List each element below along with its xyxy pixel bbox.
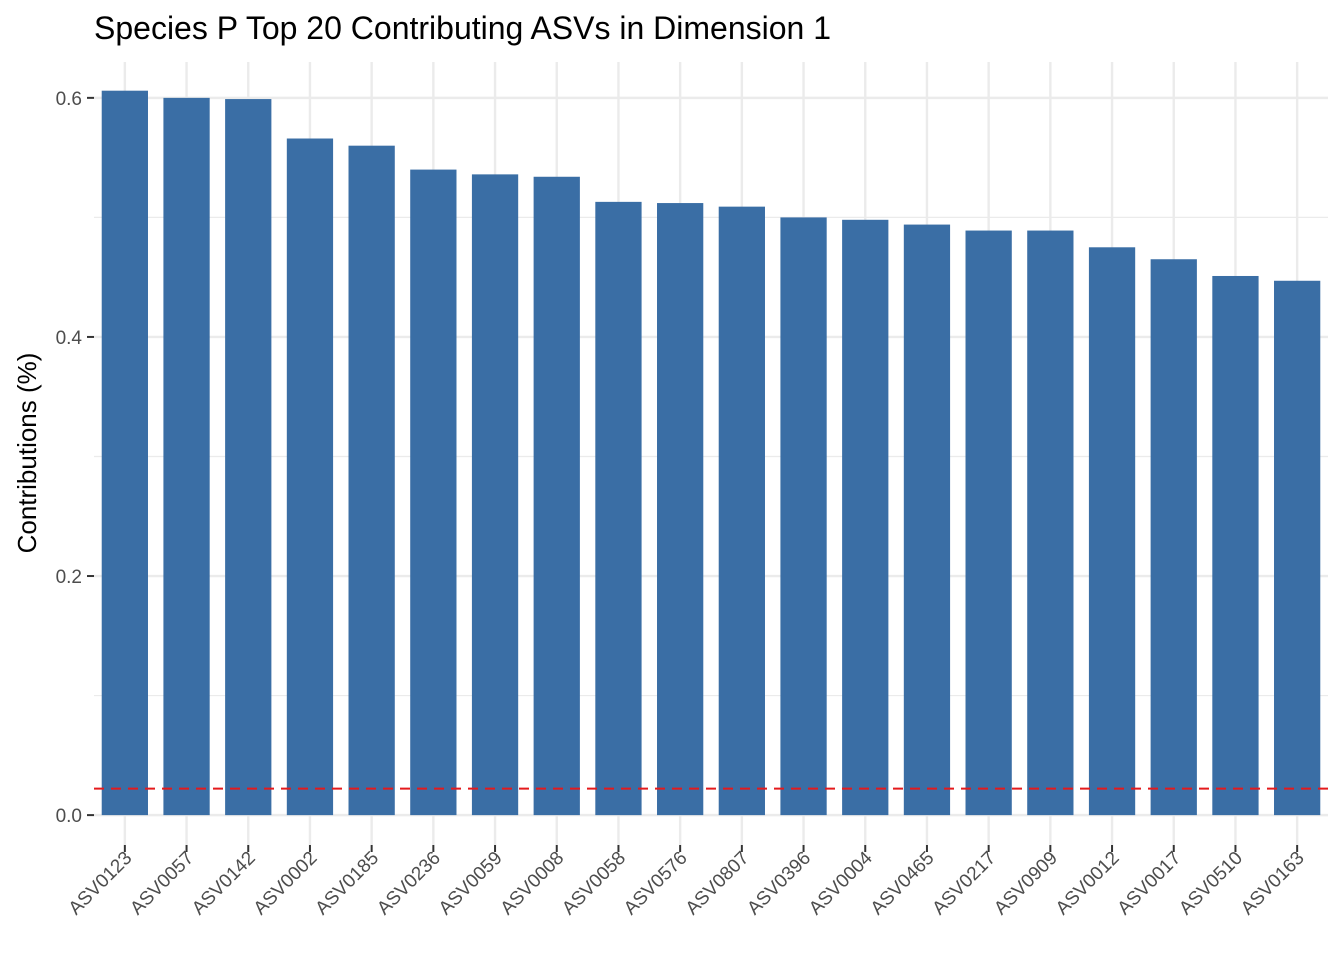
bar-asv0465 [903, 224, 951, 816]
x-tick-label: ASV0396 [743, 848, 815, 920]
bar-asv0807 [718, 206, 765, 816]
x-tick-label: ASV0058 [558, 848, 630, 920]
x-tick-label: ASV0185 [312, 848, 384, 920]
x-tick-label: ASV0163 [1237, 848, 1309, 920]
y-axis-label: Contributions (%) [12, 353, 42, 554]
x-tick-label: ASV0012 [1052, 848, 1124, 920]
bar-asv0004 [842, 219, 889, 816]
bar-asv0236 [410, 169, 457, 816]
x-tick-label: ASV0004 [805, 847, 877, 919]
x-tick-label: ASV0236 [373, 848, 445, 920]
y-tick-label: 0.2 [56, 567, 82, 588]
x-tick-label: ASV0217 [929, 848, 1001, 920]
bar-asv0012 [1088, 247, 1136, 816]
x-tick-label: ASV0909 [990, 848, 1062, 920]
bar-asv0185 [348, 145, 395, 816]
bar-asv0142 [225, 99, 272, 816]
x-tick-label: ASV0059 [435, 848, 507, 920]
bar-asv0057 [163, 97, 210, 816]
bar-asv0576 [657, 203, 704, 816]
y-tick-label: 0.6 [56, 89, 82, 110]
y-axis: 0.0 0.2 0.4 0.6 [56, 89, 94, 827]
bar-asv0008 [533, 176, 580, 816]
chart-title: Species P Top 20 Contributing ASVs in Di… [94, 10, 831, 46]
x-tick-label: ASV0123 [65, 848, 137, 920]
bar-asv0510 [1212, 275, 1259, 816]
x-axis: ASV0123ASV0057ASV0142ASV0002ASV0185ASV02… [65, 845, 1309, 919]
bar-asv0058 [595, 201, 642, 816]
x-tick-label: ASV0576 [620, 848, 692, 920]
bar-asv0217 [965, 230, 1012, 816]
bar-asv0123 [101, 90, 148, 816]
bars [101, 90, 1321, 816]
bar-asv0059 [471, 174, 519, 816]
x-tick-label: ASV0008 [497, 848, 569, 920]
bar-asv0002 [286, 138, 334, 816]
bar-asv0396 [780, 217, 827, 816]
x-tick-label: ASV0057 [126, 848, 198, 920]
grid [94, 62, 1328, 845]
x-tick-label: ASV0510 [1175, 848, 1247, 920]
x-tick-label: ASV0002 [250, 848, 322, 920]
x-tick-label: ASV0142 [188, 848, 260, 920]
bar-asv0017 [1150, 259, 1197, 816]
y-tick-label: 0.4 [56, 328, 83, 349]
x-tick-label: ASV0017 [1114, 848, 1186, 920]
bar-asv0909 [1027, 230, 1074, 816]
bar-asv0163 [1274, 280, 1321, 816]
x-tick-label: ASV0807 [682, 848, 754, 920]
x-tick-label: ASV0465 [867, 848, 939, 920]
y-tick-label: 0.0 [56, 806, 82, 827]
